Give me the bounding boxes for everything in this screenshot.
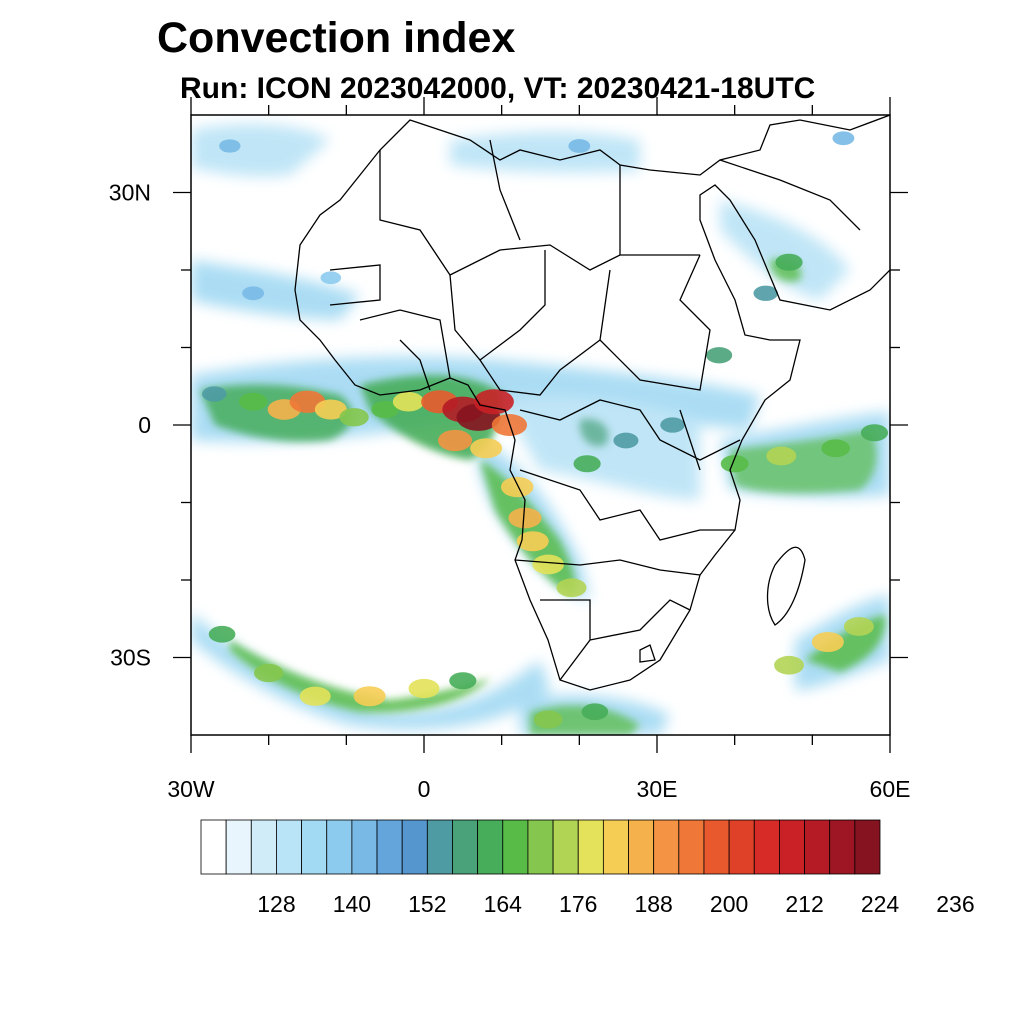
convection-cell xyxy=(821,439,850,458)
colorbar-swatch xyxy=(250,819,277,875)
colorbar-swatch xyxy=(628,819,655,875)
convection-cell xyxy=(811,632,844,652)
colorbar-swatch xyxy=(351,819,378,875)
colorbar-swatch xyxy=(678,819,705,875)
colorbar-label: 188 xyxy=(634,891,672,917)
colorbar-swatch xyxy=(527,819,554,875)
convection-cell xyxy=(438,429,473,452)
convection-cell xyxy=(516,531,549,552)
colorbar-label: 224 xyxy=(861,891,900,917)
convection-cell xyxy=(753,285,778,301)
axis-labels: 30N 0 30S 30W 0 30E 60E xyxy=(109,180,911,803)
convection-cell xyxy=(473,389,514,415)
convection-cell xyxy=(339,408,369,427)
colorbar-swatch xyxy=(326,819,353,875)
map-title: Convection index xyxy=(157,14,516,62)
colorbar-swatch xyxy=(200,819,227,875)
colorbar-swatch xyxy=(401,819,428,875)
colorbar-swatch xyxy=(477,819,504,875)
colorbar-label: 176 xyxy=(559,891,597,917)
convection-cell xyxy=(860,424,889,442)
convection-cell xyxy=(500,476,534,498)
lon-tick-label: 0 xyxy=(418,776,431,802)
colorbar-swatch xyxy=(301,819,328,875)
colorbar-label: 164 xyxy=(484,891,523,917)
convection-cell xyxy=(508,507,542,529)
colorbar-label: 128 xyxy=(257,891,295,917)
convection-cell xyxy=(219,139,241,153)
convection-cell xyxy=(660,417,685,433)
convection-cell xyxy=(533,710,563,729)
colorbar-swatch xyxy=(779,819,805,875)
colorbar-swatch xyxy=(602,819,629,875)
axis-ticks xyxy=(173,97,908,753)
lat-tick-label: 30S xyxy=(110,645,151,671)
convection-cell xyxy=(774,655,804,675)
convection-cell xyxy=(353,686,386,707)
convection-cell xyxy=(532,554,564,575)
colorbar-swatch xyxy=(829,819,856,875)
convection-cell xyxy=(766,446,797,466)
convection-cell xyxy=(720,455,749,473)
colorbar-labels: 128 140 152 164 176 188 200 212 224 236 xyxy=(257,891,974,917)
convection-cell xyxy=(449,672,477,690)
colorbar-swatch xyxy=(452,819,479,875)
convection-cell xyxy=(242,286,265,301)
convection-cell xyxy=(706,347,733,364)
colorbar-label: 212 xyxy=(785,891,823,917)
colorbar-swatch xyxy=(728,819,755,875)
colorbar-swatch xyxy=(653,819,680,875)
coastlines xyxy=(294,115,890,691)
convection-cell xyxy=(581,703,609,721)
colorbar-label: 140 xyxy=(333,891,371,917)
convection-cell xyxy=(832,131,855,146)
colorbar-swatch xyxy=(225,819,252,875)
convection-cell xyxy=(844,617,874,636)
map-subtitle: Run: ICON 2023042000, VT: 20230421-18UTC xyxy=(180,72,816,105)
colorbar-swatch xyxy=(552,819,579,875)
convection-cell xyxy=(408,678,440,699)
convection-cell xyxy=(568,139,591,153)
colorbar-swatch xyxy=(753,819,780,875)
lon-tick-label: 30E xyxy=(637,776,678,802)
convection-cell xyxy=(371,400,400,419)
convection-field xyxy=(191,124,890,735)
colorbar-swatch xyxy=(854,819,881,875)
colorbar-swatch xyxy=(426,819,453,875)
convection-cell xyxy=(613,432,639,449)
colorbar-swatch xyxy=(804,819,831,875)
lat-tick-label: 30N xyxy=(109,180,151,206)
lat-tick-label: 0 xyxy=(138,412,151,438)
colorbar-label: 152 xyxy=(408,891,446,917)
colorbar-swatch xyxy=(376,819,403,875)
convection-cell xyxy=(470,438,503,459)
convection-cell xyxy=(314,399,347,420)
colorbar-label: 200 xyxy=(710,891,748,917)
convection-cell xyxy=(253,663,284,683)
convection-cell xyxy=(320,271,342,285)
colorbar xyxy=(200,819,881,875)
colorbar-label: 236 xyxy=(936,891,974,917)
convection-cell xyxy=(299,686,331,706)
lon-tick-label: 30W xyxy=(167,776,215,802)
convection-cell xyxy=(208,625,236,643)
colorbar-swatch xyxy=(577,819,604,875)
convection-cell xyxy=(238,392,268,411)
colorbar-swatch xyxy=(276,819,302,875)
convection-cell xyxy=(573,455,601,473)
convection-cell xyxy=(392,392,425,412)
convection-cell xyxy=(775,253,803,271)
convection-cell xyxy=(202,386,227,402)
lon-tick-label: 60E xyxy=(870,776,911,802)
colorbar-swatch xyxy=(502,819,529,875)
convection-cell xyxy=(556,578,587,598)
colorbar-swatch xyxy=(703,819,730,875)
